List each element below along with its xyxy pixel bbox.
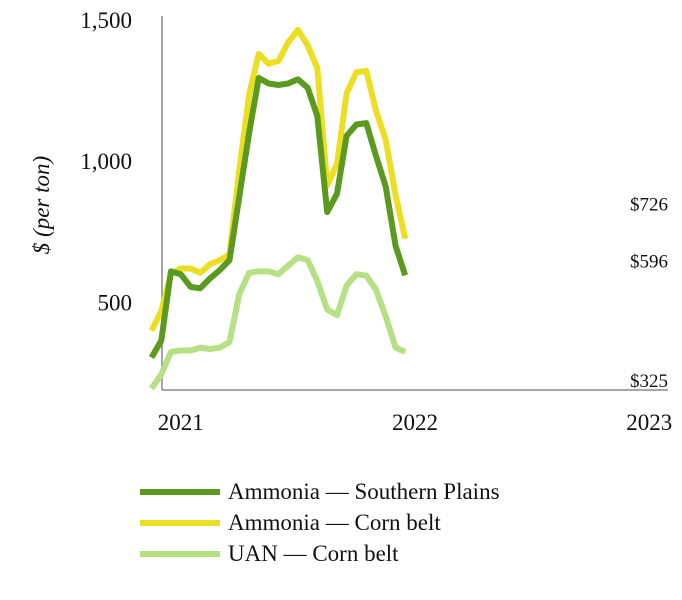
series-line-ammonia-southern-plains [148, 74, 409, 360]
x-tick-label: 2023 [626, 410, 672, 435]
series-line-ammonia-corn-belt [148, 26, 409, 333]
end-value-label: $596 [630, 251, 668, 272]
end-labels: $596 $726 $325 [630, 195, 668, 392]
legend-swatch-ammonia-corn-belt [140, 519, 220, 526]
legend-label: UAN — Corn belt [228, 540, 399, 566]
y-tick-label: 500 [98, 290, 133, 315]
series-line-uan-corn-belt [149, 254, 407, 391]
tick-labels: 500 1,000 1,500 2021 2022 2023 [80, 8, 672, 435]
legend-entry: Ammonia — Southern Plains [140, 476, 500, 507]
legend-entry: Ammonia — Corn belt [140, 507, 500, 538]
legend-swatch-ammonia-southern-plains [140, 488, 220, 495]
x-tick-label: 2021 [158, 410, 204, 435]
legend: Ammonia — Southern Plains Ammonia — Corn… [140, 476, 500, 569]
series-layer [148, 26, 409, 391]
y-axis-label: $ (per ton) [29, 156, 54, 254]
legend-entry: UAN — Corn belt [140, 538, 500, 569]
end-value-label: $726 [630, 195, 668, 216]
legend-swatch-uan-corn-belt [140, 550, 220, 557]
y-tick-label: 1,500 [80, 8, 132, 33]
y-tick-label: 1,000 [80, 149, 132, 174]
legend-label: Ammonia — Corn belt [228, 509, 441, 535]
end-value-label: $325 [630, 371, 668, 392]
legend-label: Ammonia — Southern Plains [228, 478, 500, 504]
chart-canvas: 500 1,000 1,500 2021 2022 2023 $596 $726 $325 $… [29, 8, 672, 435]
x-tick-label: 2022 [392, 410, 438, 435]
